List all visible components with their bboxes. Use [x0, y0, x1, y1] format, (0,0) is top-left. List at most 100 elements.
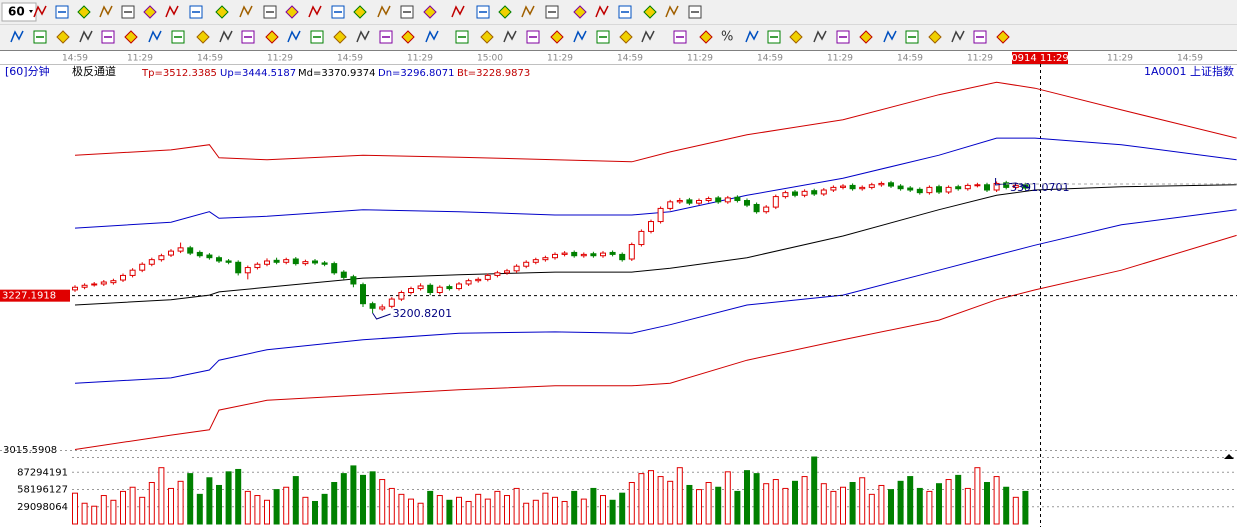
candle-body	[484, 274, 491, 280]
candle-body	[638, 230, 645, 246]
toolbar-icon	[643, 5, 657, 19]
volume-bar	[696, 489, 702, 525]
volume-bar	[504, 495, 510, 525]
volume-bar	[945, 479, 952, 525]
volume-bar	[580, 498, 587, 525]
volume-bar	[168, 487, 174, 525]
toolbar-icon	[503, 30, 517, 43]
candle-body	[792, 191, 798, 196]
candle-body	[686, 199, 693, 204]
candle-body	[974, 184, 981, 187]
toolbar-icon	[595, 5, 609, 18]
volume-bar	[638, 473, 645, 525]
toolbar-icon	[665, 5, 679, 18]
volume-bar	[676, 467, 683, 525]
toolbar-icon	[56, 30, 70, 44]
volume-bar	[657, 476, 664, 525]
time-label: 11:29	[967, 54, 993, 64]
candle-body	[696, 200, 702, 204]
volume-bar	[91, 505, 98, 525]
candle-body	[340, 271, 347, 278]
candle-body	[81, 284, 88, 288]
toolbar-icon	[859, 30, 873, 44]
candle-body	[667, 201, 674, 209]
toolbar-icon	[239, 5, 253, 18]
candle-body	[916, 188, 923, 194]
volume-bar	[264, 499, 270, 525]
cursor-time: 0914 11:29	[1011, 53, 1068, 64]
volume-bar	[840, 486, 846, 525]
volume-bar	[350, 465, 357, 525]
cursor-price-bg	[0, 289, 70, 302]
candle-body	[561, 252, 568, 255]
candle-body	[840, 185, 846, 188]
time-label: 11:29	[127, 54, 153, 64]
toolbar-icon	[148, 30, 162, 43]
dropdown-arrow	[29, 10, 33, 13]
volume-bar	[859, 477, 866, 525]
candle-body	[235, 261, 242, 274]
candle-body	[628, 244, 635, 260]
volume-bar	[225, 471, 232, 525]
volume-bar	[753, 473, 760, 525]
candle-body	[897, 185, 904, 190]
volume-bar	[475, 493, 482, 525]
volume-bar	[561, 500, 568, 525]
time-label: 11:29	[1107, 54, 1133, 64]
candle-body	[945, 186, 952, 193]
toolbar-icon	[423, 5, 437, 19]
candle-body	[187, 247, 194, 254]
candle-body	[849, 184, 856, 190]
volume-bar	[196, 493, 203, 525]
channel-line	[74, 137, 1237, 229]
volume-bar	[206, 477, 213, 525]
candle-body	[724, 197, 731, 203]
period-value[interactable]: 60	[8, 5, 25, 19]
candle-body	[369, 303, 376, 309]
volume-bar	[216, 484, 222, 525]
candle-body	[744, 200, 750, 206]
volume-bar	[81, 502, 88, 525]
volume-bar	[148, 482, 155, 525]
candle-body	[648, 221, 654, 232]
time-label: 14:59	[617, 54, 643, 64]
toolbar-icon	[287, 30, 301, 43]
volume-bar	[763, 483, 770, 525]
candle-body	[926, 186, 933, 194]
percent-button[interactable]: %	[721, 30, 733, 45]
volume-bar	[139, 496, 146, 525]
candle-body	[955, 186, 962, 190]
volume-bar	[772, 479, 779, 525]
candle-body	[292, 258, 299, 265]
volume-bar	[283, 486, 290, 525]
volume-bar	[273, 489, 280, 525]
toolbar-icon	[813, 30, 827, 43]
candle-body	[110, 280, 117, 284]
toolbar-icon	[883, 30, 897, 43]
toolbar-icon	[996, 30, 1010, 44]
volume-bar	[1012, 496, 1019, 525]
candle-body	[168, 250, 174, 256]
candle-body	[196, 251, 203, 257]
candle-body	[129, 269, 136, 276]
candle-body	[888, 182, 894, 187]
volume-bar	[408, 498, 414, 525]
volume-bar	[379, 479, 386, 525]
candle-body	[273, 259, 280, 263]
cursor-price-label: 3227.1918	[2, 291, 56, 302]
indicator-value: Tp=3512.3385	[141, 68, 217, 79]
toolbar-icon	[573, 5, 587, 19]
volume-bar	[609, 499, 616, 525]
toolbar-icon	[928, 30, 942, 44]
candle-body	[782, 192, 789, 198]
toolbar-icon	[215, 5, 229, 19]
candle-body	[225, 260, 232, 263]
candle-body	[254, 263, 261, 269]
volume-bar	[734, 490, 741, 525]
volume-tick-label: 87294191	[17, 467, 68, 478]
candle-body	[388, 298, 395, 307]
candle-body	[417, 285, 424, 290]
time-label: 15:00	[477, 54, 503, 64]
toolbar-icon	[124, 30, 138, 44]
candle-body	[283, 259, 290, 263]
